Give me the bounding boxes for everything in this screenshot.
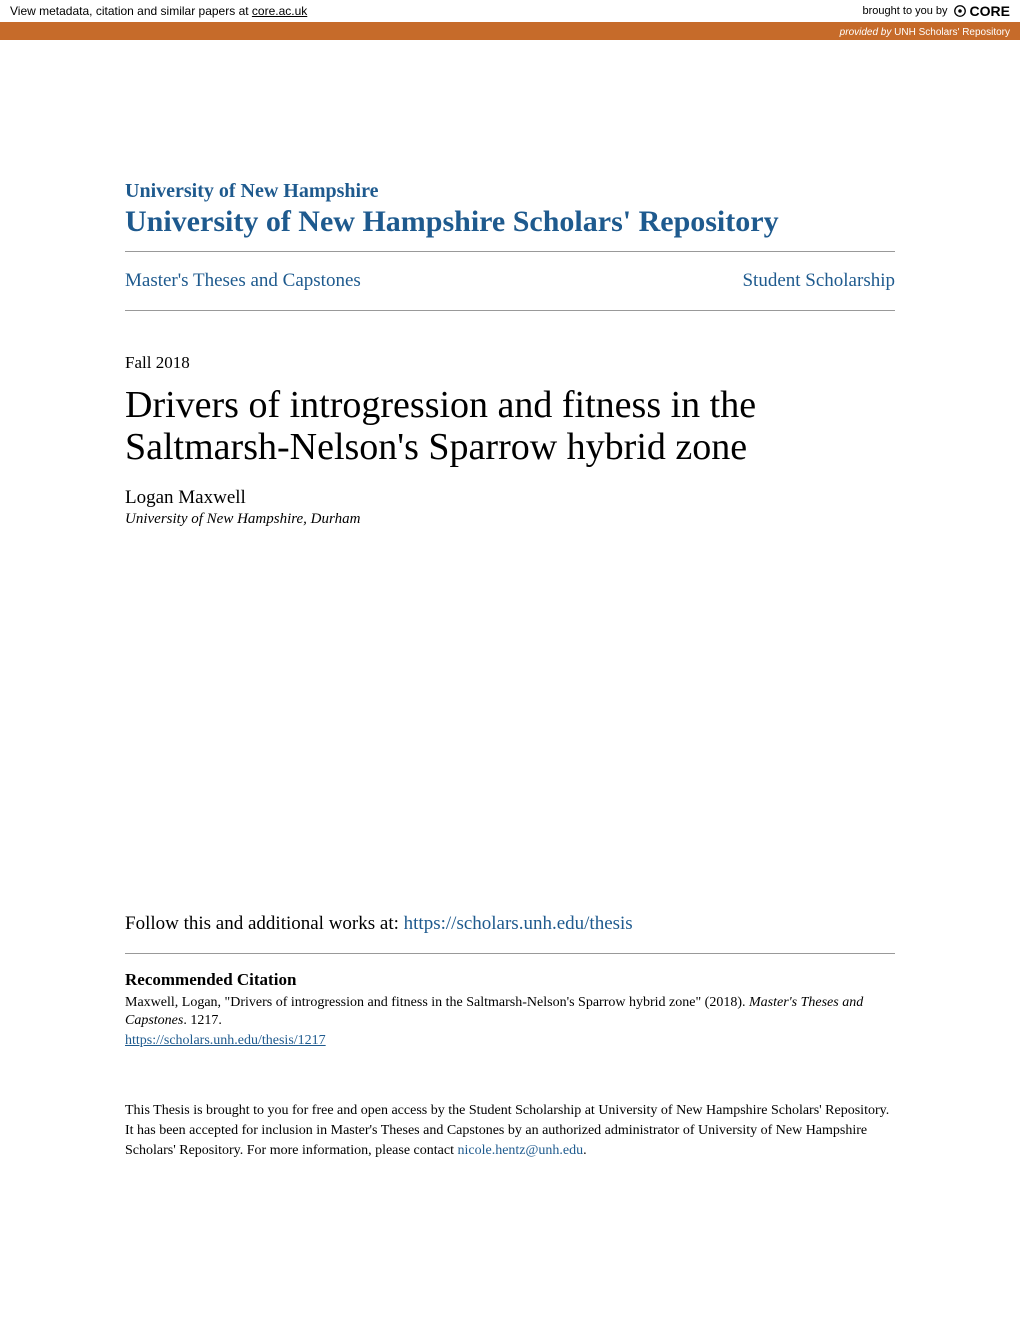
- provided-source: UNH Scholars' Repository: [894, 27, 1010, 38]
- content: University of New Hampshire University o…: [0, 40, 1020, 1160]
- core-banner: View metadata, citation and similar pape…: [0, 0, 1020, 25]
- core-banner-right: brought to you by CORE: [863, 3, 1010, 19]
- core-logo[interactable]: CORE: [953, 3, 1010, 19]
- core-banner-left: View metadata, citation and similar pape…: [10, 4, 307, 18]
- follow-divider: [125, 953, 895, 954]
- citation-text: Maxwell, Logan, "Drivers of introgressio…: [125, 994, 895, 1032]
- breadcrumb-left[interactable]: Master's Theses and Capstones: [125, 270, 361, 292]
- follow-section: Follow this and additional works at: htt…: [125, 913, 895, 935]
- publication-date: Fall 2018: [125, 353, 895, 373]
- citation-part2: . 1217.: [183, 1013, 222, 1028]
- follow-link[interactable]: https://scholars.unh.edu/thesis: [404, 913, 633, 934]
- breadcrumb-divider: [125, 310, 895, 311]
- repository-name[interactable]: University of New Hampshire Scholars' Re…: [125, 205, 895, 239]
- core-icon: [953, 4, 967, 18]
- citation-link[interactable]: https://scholars.unh.edu/thesis/1217: [125, 1033, 895, 1049]
- institution-name: University of New Hampshire: [125, 180, 895, 203]
- breadcrumb-row: Master's Theses and Capstones Student Sc…: [125, 252, 895, 310]
- core-brand-text: CORE: [970, 3, 1010, 19]
- core-banner-link[interactable]: core.ac.uk: [252, 4, 307, 18]
- footer-text: This Thesis is brought to you for free a…: [125, 1101, 895, 1160]
- citation-part1: Maxwell, Logan, "Drivers of introgressio…: [125, 995, 749, 1010]
- paper-title: Drivers of introgression and fitness in …: [125, 385, 895, 469]
- core-brought-by: brought to you by: [863, 5, 948, 17]
- core-banner-prefix: View metadata, citation and similar pape…: [10, 4, 252, 18]
- citation-heading: Recommended Citation: [125, 970, 895, 990]
- footer-email[interactable]: nicole.hentz@unh.edu: [457, 1143, 583, 1158]
- author-affiliation: University of New Hampshire, Durham: [125, 511, 895, 528]
- provided-prefix: provided by: [840, 27, 894, 38]
- breadcrumb-right[interactable]: Student Scholarship: [742, 270, 895, 292]
- follow-prefix: Follow this and additional works at:: [125, 913, 404, 934]
- provided-bar: provided by UNH Scholars' Repository: [0, 25, 1020, 40]
- footer-part2: .: [583, 1143, 587, 1158]
- author-name: Logan Maxwell: [125, 487, 895, 509]
